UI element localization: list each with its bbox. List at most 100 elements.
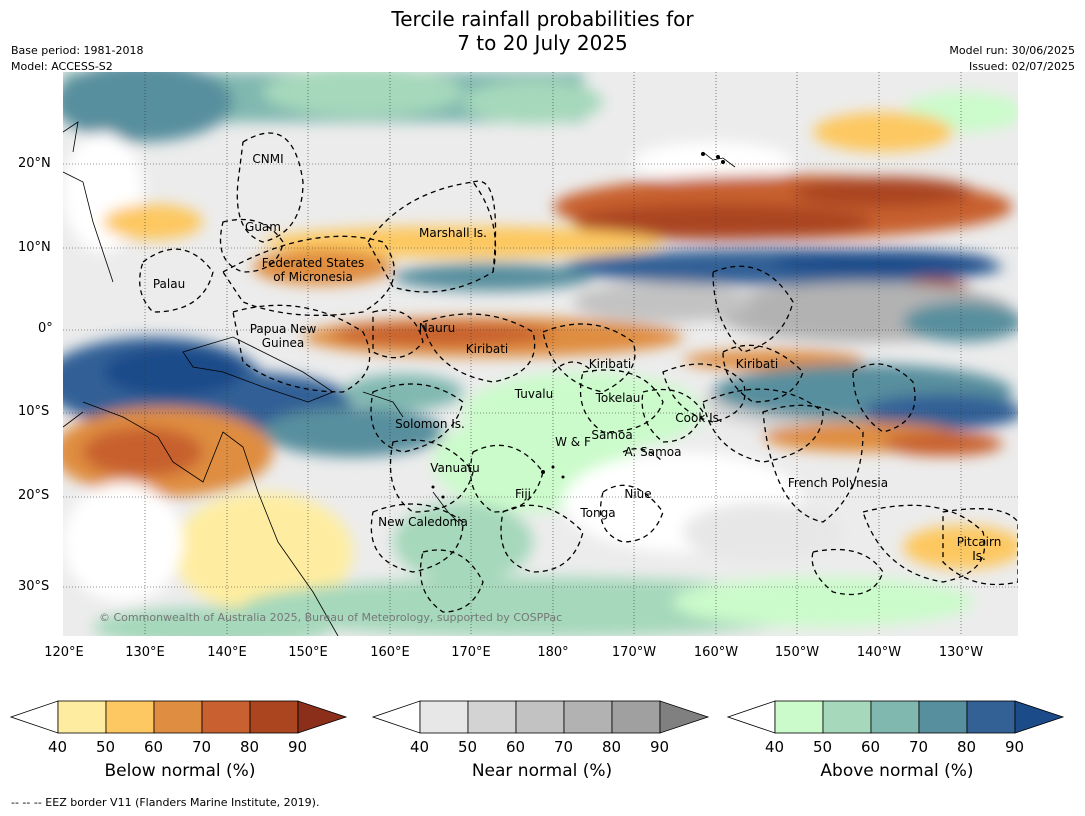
colorbar-above-tick-50: 50 <box>813 738 833 756</box>
label-tuvalu: Tuvalu <box>514 387 554 401</box>
lon-label-130w: 130°W <box>938 645 984 660</box>
label-pitcairn: Pitcairn Is. <box>957 535 1002 563</box>
colorbar-swatch <box>774 700 824 734</box>
lon-label-170w: 170°W <box>611 645 657 660</box>
base-period: Base period: 1981-2018 <box>11 44 144 57</box>
colorbar-below-tick-40: 40 <box>48 738 68 756</box>
probability-field <box>63 72 1018 636</box>
meta-left: Base period: 1981-2018 Model: ACCESS-S2 <box>11 43 143 75</box>
colorbar-swatch <box>966 700 1016 734</box>
label-marshall-islands: Marshall Is. <box>419 226 487 240</box>
colorbar-swatch <box>57 700 107 734</box>
colorbar-near-tick-50: 50 <box>458 738 478 756</box>
colorbar-near-swatches <box>371 700 710 734</box>
lat-label-eq: 0° <box>38 321 53 336</box>
label-cook-islands: Cook Is. <box>675 411 723 425</box>
colorbar-swatch <box>153 700 203 734</box>
colorbar-above-tick-40: 40 <box>765 738 785 756</box>
lon-label-170e: 170°E <box>451 645 491 660</box>
label-fiji: Fiji <box>514 487 532 501</box>
colorbar-near-title: Near normal (%) <box>471 761 613 781</box>
colorbar-above-normal: 40 50 60 70 80 90 Above normal (%) <box>726 700 1067 790</box>
label-wallis-futuna: W & F <box>555 435 591 449</box>
colorbar-above-tick-60: 60 <box>861 738 881 756</box>
label-new-caledonia: New Caledonia <box>378 515 468 529</box>
colorbar-above-swatches <box>726 700 1065 734</box>
colorbar-extend-low <box>371 700 421 734</box>
lon-label-140e: 140°E <box>207 645 247 660</box>
colorbar-swatch <box>870 700 920 734</box>
colorbar-near-tick-90: 90 <box>650 738 670 756</box>
lon-label-150w: 150°W <box>774 645 820 660</box>
lat-label-10s: 10°S <box>18 404 50 419</box>
colorbar-swatch <box>201 700 251 734</box>
colorbar-near-tick-60: 60 <box>506 738 526 756</box>
colorbar-swatch <box>515 700 565 734</box>
map-canvas <box>63 72 1018 636</box>
label-cnmi: CNMI <box>252 152 284 166</box>
lat-label-30s: 30°S <box>18 579 50 594</box>
colorbar-below-tick-60: 60 <box>144 738 164 756</box>
colorbar-extend-high <box>297 700 348 734</box>
colorbar-above-tick-70: 70 <box>909 738 929 756</box>
label-american-samoa: A. Samoa <box>624 445 682 459</box>
model-run: Model run: 30/06/2025 <box>949 44 1075 57</box>
island-marks <box>431 152 725 499</box>
colorbar-near-tick-70: 70 <box>554 738 574 756</box>
lat-label-10n: 10°N <box>18 240 51 255</box>
graticule <box>63 72 1018 636</box>
lon-label-160w: 160°W <box>693 645 739 660</box>
colorbar-swatch <box>563 700 613 734</box>
colorbar-above-title: Above normal (%) <box>820 761 974 781</box>
lon-label-140w: 140°W <box>856 645 902 660</box>
eez-footer-note: -- -- -- EEZ border V11 (Flanders Marine… <box>11 796 320 809</box>
label-samoa: Samoa <box>591 428 633 442</box>
lat-label-20n: 20°N <box>18 156 51 171</box>
colorbar-swatch <box>249 700 299 734</box>
label-micronesia-line1: Federated States <box>261 256 365 270</box>
colorbar-above-tick-90: 90 <box>1005 738 1025 756</box>
lon-label-160e: 160°E <box>370 645 410 660</box>
label-tonga: Tonga <box>580 506 616 520</box>
colorbar-swatch <box>419 700 469 734</box>
meta-right: Model run: 30/06/2025 Issued: 02/07/2025 <box>949 43 1075 75</box>
label-micronesia: Federated States of Micronesia <box>262 256 364 284</box>
colorbar-below-swatches <box>9 700 348 734</box>
copyright-notice: © Commonwealth of Australia 2025, Bureau… <box>99 611 563 624</box>
colorbar-below-title: Below normal (%) <box>104 761 256 781</box>
label-nauru: Nauru <box>418 321 456 335</box>
label-pitcairn-line2: Is. <box>972 549 986 563</box>
colorbar-below-tick-70: 70 <box>192 738 212 756</box>
label-png: Papua New Guinea <box>250 322 317 350</box>
colorbar-extend-high <box>1014 700 1065 734</box>
colorbar-above-tick-80: 80 <box>957 738 977 756</box>
map-title-line1: Tercile rainfall probabilities for <box>391 7 694 31</box>
colorbar-below-tick-90: 90 <box>288 738 308 756</box>
colorbar-near-tick-40: 40 <box>410 738 430 756</box>
label-kiribati-central: Kiribati <box>588 357 632 371</box>
map-title: Tercile rainfall probabilities for 7 to … <box>0 7 1085 55</box>
lon-label-120e: 120°E <box>44 645 84 660</box>
colorbar-swatch <box>467 700 517 734</box>
lon-label-150e: 150°E <box>288 645 328 660</box>
colorbar-extend-high <box>659 700 710 734</box>
label-png-line2: Guinea <box>261 336 305 350</box>
colorbar-swatch <box>822 700 872 734</box>
lon-label-180: 180° <box>537 645 569 660</box>
colorbar-extend-low <box>9 700 59 734</box>
label-palau: Palau <box>152 277 186 291</box>
lat-label-20s: 20°S <box>18 488 50 503</box>
colorbar-near-tick-80: 80 <box>602 738 622 756</box>
label-niue: Niue <box>624 487 652 501</box>
coastlines <box>63 121 736 636</box>
label-solomon-islands: Solomon Is. <box>395 417 465 431</box>
colorbar-below-tick-50: 50 <box>96 738 116 756</box>
label-french-polynesia: French Polynesia <box>787 476 889 490</box>
label-vanuatu: Vanuatu <box>430 461 480 475</box>
label-kiribati-east: Kiribati <box>735 357 779 371</box>
model-name: Model: ACCESS-S2 <box>11 60 113 73</box>
colorbar-extend-low <box>726 700 776 734</box>
colorbar-below-normal: 40 50 60 70 80 90 Below normal (%) <box>9 700 350 790</box>
issued-date: Issued: 02/07/2025 <box>968 60 1075 73</box>
colorbar-swatch <box>918 700 968 734</box>
